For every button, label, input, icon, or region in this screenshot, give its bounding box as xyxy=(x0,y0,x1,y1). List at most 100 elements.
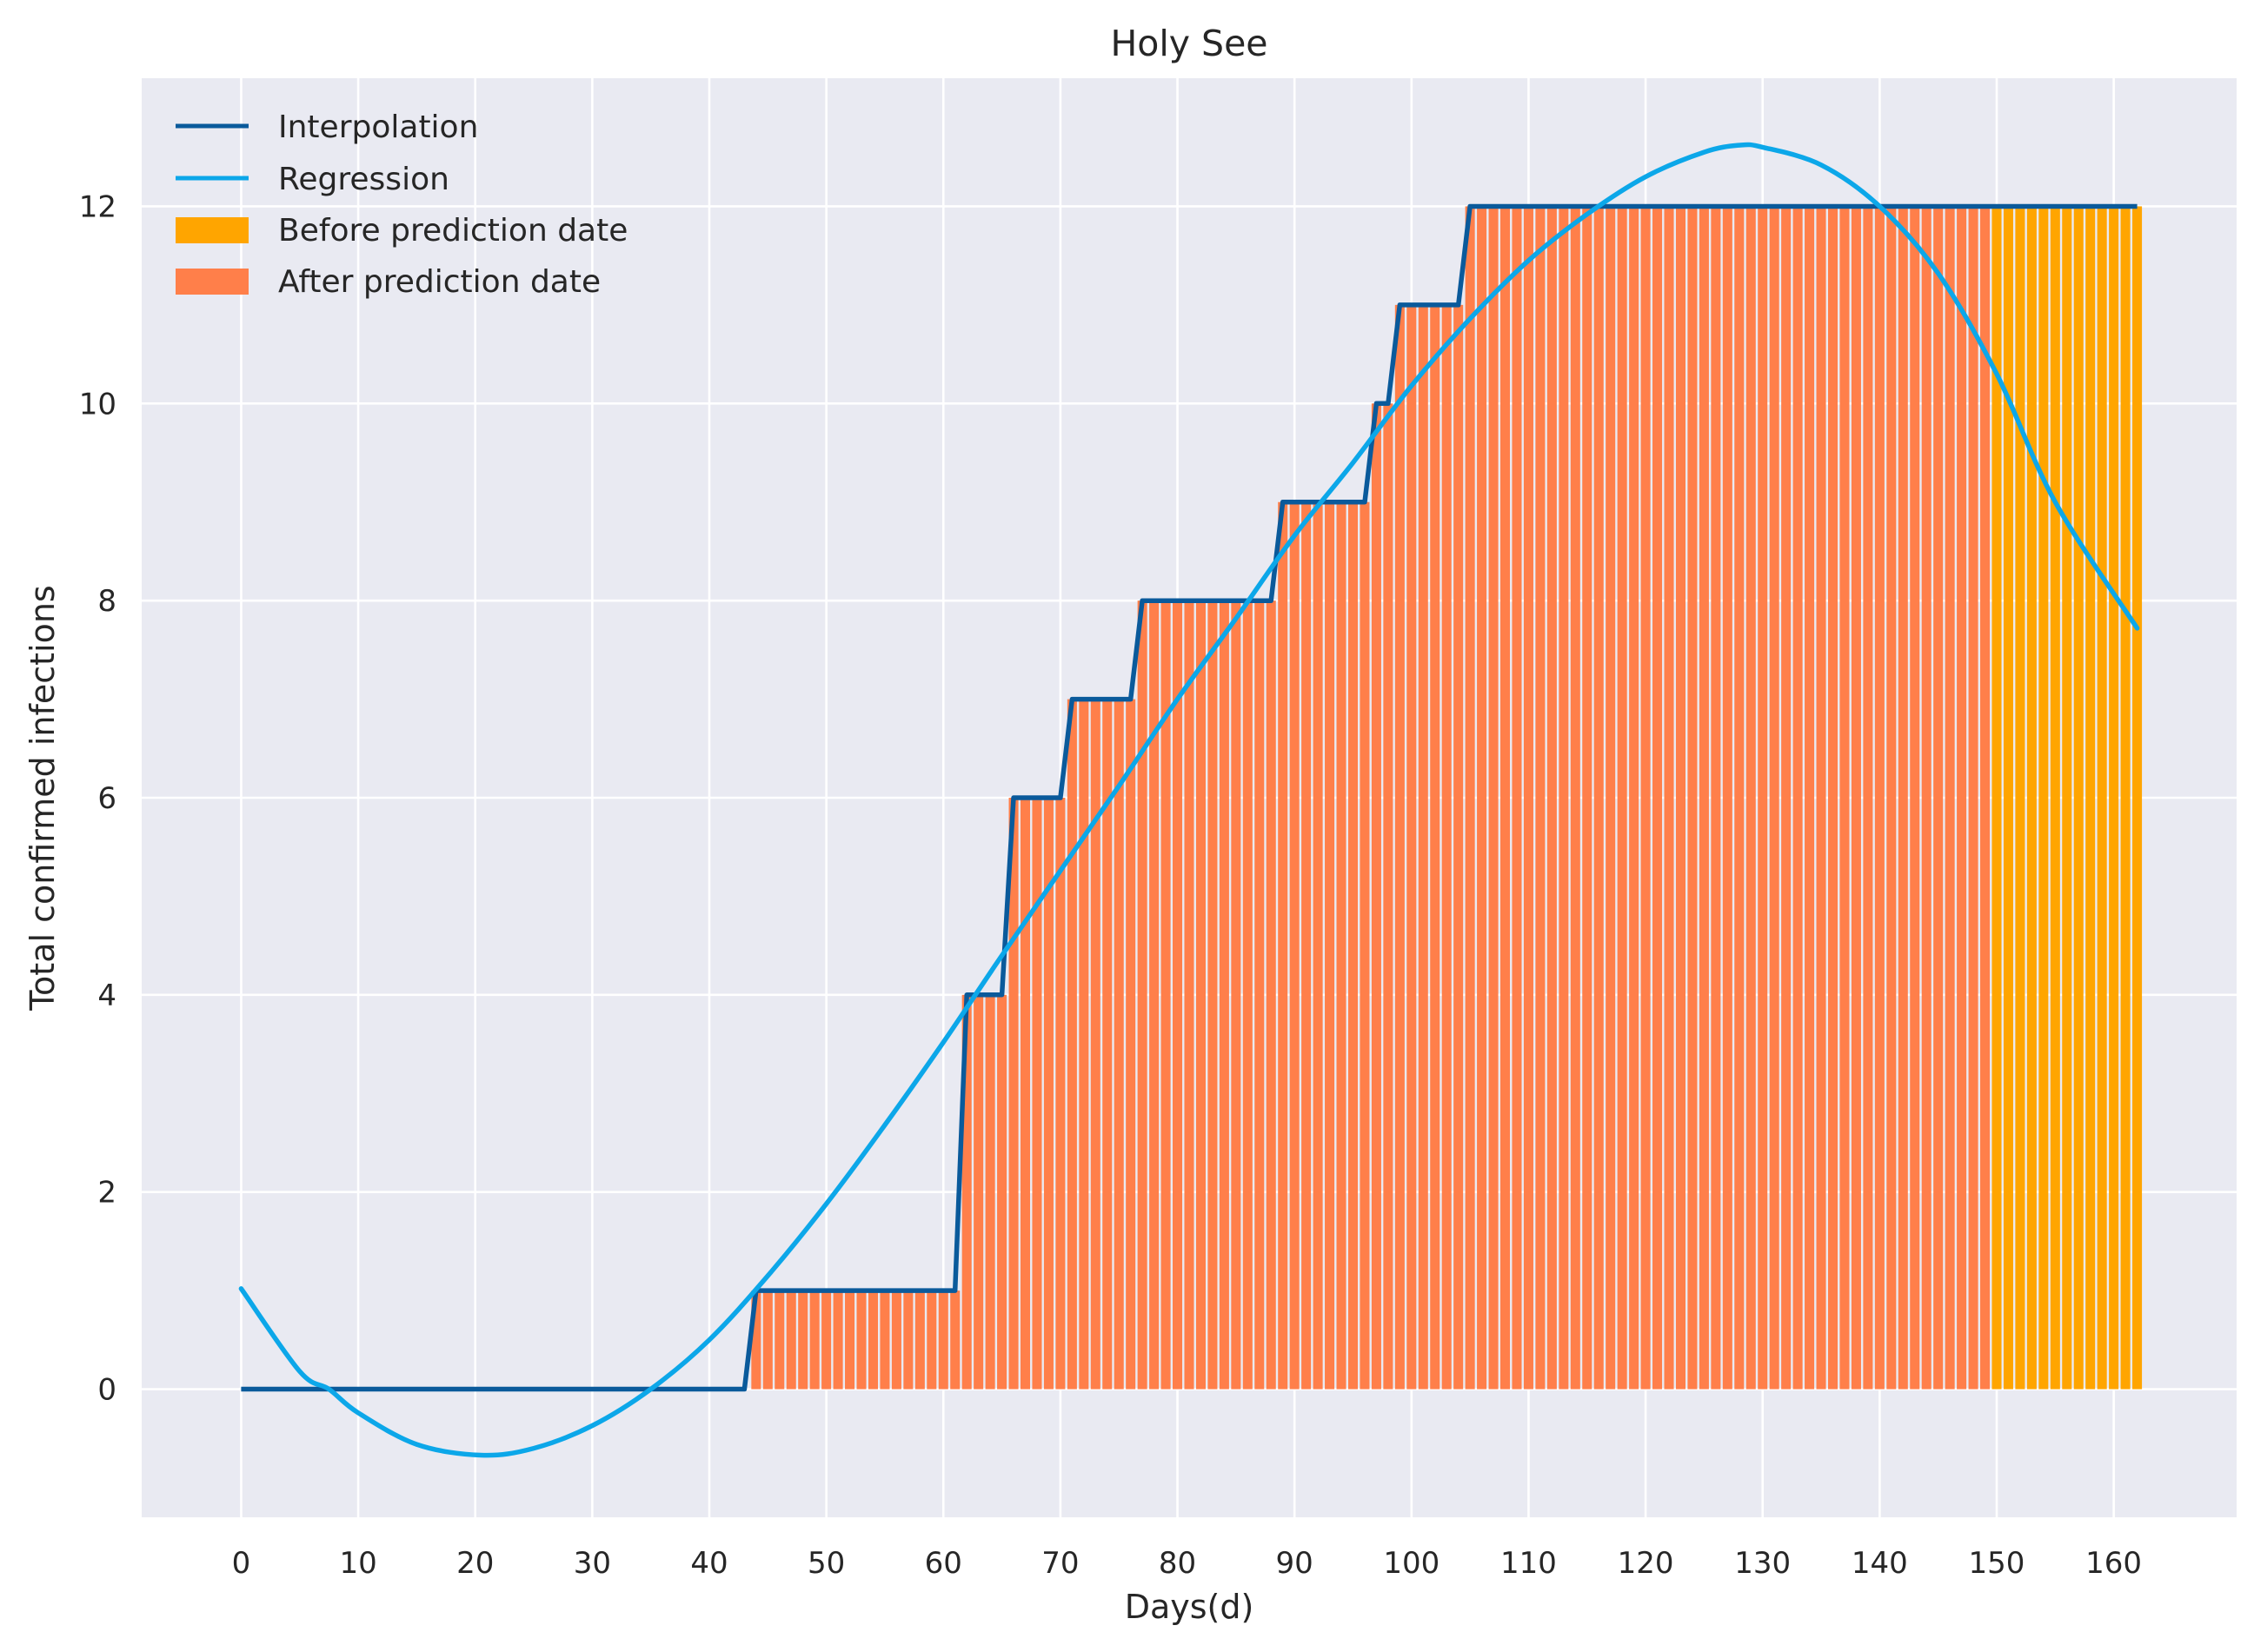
bar xyxy=(1606,206,1616,1390)
x-tick-label: 90 xyxy=(1276,1546,1313,1581)
bar xyxy=(1371,403,1381,1390)
bar xyxy=(1008,798,1019,1390)
bar xyxy=(1711,206,1721,1390)
x-tick-label: 130 xyxy=(1734,1546,1791,1581)
bar xyxy=(950,1290,961,1390)
bar xyxy=(1383,403,1393,1390)
bar xyxy=(1020,798,1031,1390)
bar xyxy=(1512,206,1522,1390)
bar xyxy=(1792,206,1803,1390)
bar xyxy=(833,1290,843,1390)
y-tick-label: 8 xyxy=(97,584,116,619)
bar xyxy=(1945,206,1955,1390)
bar xyxy=(1266,600,1276,1390)
bar xyxy=(1827,206,1838,1390)
legend-swatch-before xyxy=(176,217,249,243)
x-tick-label: 120 xyxy=(1618,1546,1674,1581)
bar xyxy=(1745,206,1756,1390)
bar xyxy=(1535,206,1546,1390)
bar xyxy=(1652,206,1663,1390)
x-axis-title: Days(d) xyxy=(1125,1588,1254,1626)
bar xyxy=(1043,798,1054,1390)
bar xyxy=(1325,501,1335,1390)
bar xyxy=(798,1290,808,1390)
x-tick-label: 60 xyxy=(925,1546,962,1581)
bar xyxy=(1675,206,1686,1390)
x-tick-label: 140 xyxy=(1852,1546,1908,1581)
bar xyxy=(1184,600,1194,1390)
bar xyxy=(1173,600,1183,1390)
bar xyxy=(891,1290,901,1390)
bar xyxy=(2026,206,2037,1390)
bar xyxy=(1313,501,1323,1390)
bar xyxy=(2015,206,2025,1390)
bar xyxy=(1453,304,1464,1390)
x-tick-label: 80 xyxy=(1159,1546,1196,1581)
bar xyxy=(1991,206,2002,1390)
bar xyxy=(1360,501,1370,1390)
legend-label-regression: Regression xyxy=(278,162,449,197)
bar xyxy=(1126,699,1136,1390)
bar xyxy=(1231,600,1241,1390)
bar xyxy=(1055,798,1066,1390)
bar xyxy=(786,1290,796,1390)
tick-labels: 0 10 20 30 40 50 60 70 80 90 100 110 120 130 140 150 160… xyxy=(79,189,2142,1581)
x-tick-label: 50 xyxy=(808,1546,845,1581)
bar xyxy=(1032,798,1042,1390)
legend-label-interpolation: Interpolation xyxy=(278,109,478,145)
bar xyxy=(1910,206,1920,1390)
bar xyxy=(880,1290,890,1390)
bar xyxy=(1441,304,1452,1390)
bar xyxy=(914,1290,925,1390)
x-tick-label: 160 xyxy=(2085,1546,2142,1581)
bar xyxy=(985,994,995,1390)
bar xyxy=(1406,304,1417,1390)
bar xyxy=(1664,206,1674,1390)
bar xyxy=(938,1290,948,1390)
bar xyxy=(1699,206,1709,1390)
bar xyxy=(903,1290,914,1390)
bar xyxy=(1570,206,1580,1390)
bar xyxy=(1582,206,1592,1390)
x-tick-label: 20 xyxy=(456,1546,494,1581)
bar xyxy=(1067,699,1077,1390)
bar xyxy=(1851,206,1861,1390)
bar xyxy=(1090,699,1100,1390)
bar xyxy=(751,1290,761,1390)
bar xyxy=(997,994,1007,1390)
x-tick-label: 110 xyxy=(1500,1546,1557,1581)
bar xyxy=(1629,206,1639,1390)
bar xyxy=(2003,206,2013,1390)
bar xyxy=(1289,501,1300,1390)
bar xyxy=(1805,206,1815,1390)
bar xyxy=(1523,206,1533,1390)
bar xyxy=(1863,206,1873,1390)
bar xyxy=(1874,206,1885,1390)
bars xyxy=(751,206,2143,1390)
x-tick-label: 10 xyxy=(339,1546,376,1581)
bar xyxy=(1781,206,1792,1390)
bar xyxy=(1477,206,1487,1390)
bar xyxy=(2085,206,2096,1390)
legend: Interpolation Regression Before predicti… xyxy=(176,109,628,300)
x-tick-label: 100 xyxy=(1383,1546,1440,1581)
bar xyxy=(1278,501,1288,1390)
bar xyxy=(2120,206,2131,1390)
bar xyxy=(1219,600,1229,1390)
bar xyxy=(1769,206,1779,1390)
bar xyxy=(1137,600,1147,1390)
bar xyxy=(1499,206,1511,1390)
bar xyxy=(2132,206,2143,1390)
bar xyxy=(1347,501,1359,1390)
bar xyxy=(1968,206,1978,1390)
bar xyxy=(1816,206,1826,1390)
bar xyxy=(1734,206,1745,1390)
bar xyxy=(1418,304,1428,1390)
bar xyxy=(1160,600,1171,1390)
bar xyxy=(1722,206,1732,1390)
legend-label-after: After prediction date xyxy=(278,264,601,300)
legend-label-before: Before prediction date xyxy=(278,213,628,249)
bar xyxy=(1079,699,1089,1390)
